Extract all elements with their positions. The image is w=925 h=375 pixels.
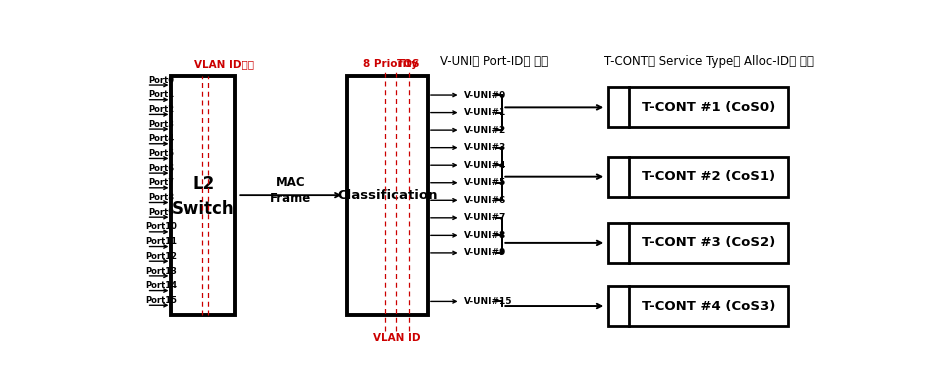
Text: Port10: Port10 (145, 222, 178, 231)
Text: Port6: Port6 (148, 164, 175, 173)
Text: V-UNI#5: V-UNI#5 (463, 178, 506, 187)
Text: T-CONT의 Service Type은 Alloc-ID로 분류: T-CONT의 Service Type은 Alloc-ID로 분류 (603, 55, 813, 68)
Text: Port8: Port8 (148, 193, 174, 202)
Text: V-UNI#8: V-UNI#8 (463, 231, 506, 240)
Text: T-CONT #1 (CoS0): T-CONT #1 (CoS0) (642, 101, 775, 114)
Text: Classification: Classification (337, 189, 438, 202)
Text: Port14: Port14 (145, 281, 178, 290)
Text: Port4: Port4 (148, 134, 175, 143)
Text: V-UNI#0: V-UNI#0 (463, 90, 506, 99)
Bar (171, 76, 235, 315)
Text: V-UNI#7: V-UNI#7 (463, 213, 506, 222)
Text: 8 Priority: 8 Priority (364, 59, 418, 69)
Text: VLAN ID매핑: VLAN ID매핑 (193, 60, 253, 70)
Text: Port5: Port5 (148, 149, 175, 158)
Text: Port2: Port2 (148, 105, 175, 114)
Text: Port9: Port9 (148, 208, 174, 217)
Text: VLAN ID: VLAN ID (373, 333, 421, 343)
Text: Port1: Port1 (148, 90, 175, 99)
Text: V-UNI는 Port-ID와 매핑: V-UNI는 Port-ID와 매핑 (439, 55, 548, 68)
Bar (608, 286, 788, 326)
Text: Port12: Port12 (145, 252, 178, 261)
Bar (608, 87, 788, 128)
Text: Port11: Port11 (145, 237, 178, 246)
Text: TOS: TOS (397, 59, 420, 69)
Text: Port0: Port0 (148, 76, 174, 85)
Text: Port3: Port3 (148, 120, 174, 129)
Text: V-UNI#3: V-UNI#3 (463, 143, 506, 152)
Text: T-CONT #2 (CoS1): T-CONT #2 (CoS1) (642, 170, 775, 183)
Text: V-UNI#4: V-UNI#4 (463, 161, 506, 170)
Text: T-CONT #4 (CoS3): T-CONT #4 (CoS3) (642, 300, 775, 312)
Bar (347, 76, 428, 315)
Text: T-CONT #3 (CoS2): T-CONT #3 (CoS2) (642, 236, 775, 249)
Text: V-UNI#9: V-UNI#9 (463, 248, 506, 257)
Text: V-UNI#6: V-UNI#6 (463, 196, 506, 205)
Text: Frame: Frame (270, 192, 312, 206)
Text: MAC: MAC (276, 176, 305, 189)
Text: Port7: Port7 (148, 178, 174, 188)
Text: V-UNI#2: V-UNI#2 (463, 126, 506, 135)
Bar (608, 223, 788, 263)
Text: Port15: Port15 (145, 296, 178, 305)
Text: V-UNI#15: V-UNI#15 (463, 297, 512, 306)
Text: Port13: Port13 (145, 267, 178, 276)
Text: L2: L2 (192, 175, 215, 193)
Text: V-UNI#1: V-UNI#1 (463, 108, 506, 117)
Text: Switch: Switch (172, 200, 235, 218)
Bar (608, 157, 788, 197)
